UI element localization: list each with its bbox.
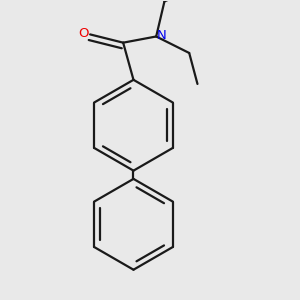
Text: O: O <box>79 27 89 40</box>
Text: N: N <box>157 29 166 42</box>
